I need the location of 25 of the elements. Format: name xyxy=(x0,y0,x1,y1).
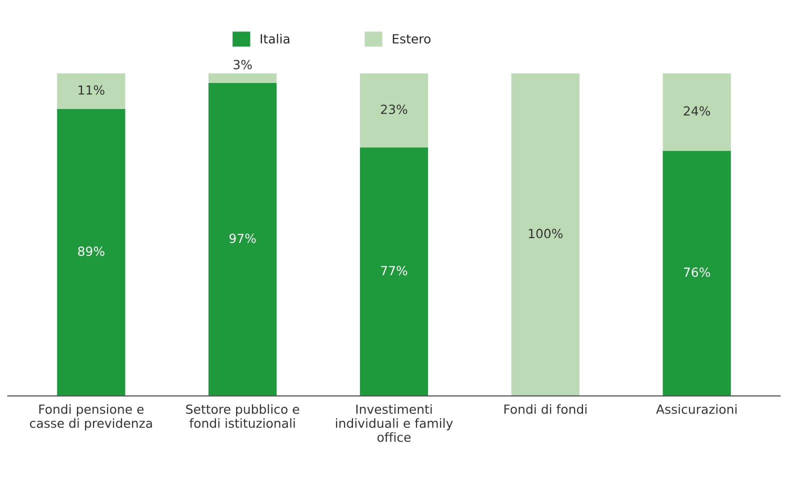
data-label: 23% xyxy=(381,104,408,114)
bar xyxy=(511,73,580,396)
bar xyxy=(662,150,731,396)
x-tick-label: Investimenti individuali e family office xyxy=(336,404,453,442)
bar xyxy=(662,73,731,151)
legend-label: Estero xyxy=(392,34,430,44)
bar xyxy=(208,83,277,396)
data-label: 89% xyxy=(78,246,104,256)
data-label: 77% xyxy=(381,266,408,276)
x-tick-label: Settore pubblico e fondi istituzionali xyxy=(186,404,300,428)
x-tick-label: Assicurazioni xyxy=(656,404,737,414)
legend-label: Italia xyxy=(260,34,290,44)
data-label: 3% xyxy=(234,60,252,70)
data-label: 24% xyxy=(684,106,710,116)
bar xyxy=(57,108,126,396)
data-label: 100% xyxy=(528,228,563,238)
bar xyxy=(208,73,277,84)
data-label: 76% xyxy=(684,268,710,277)
data-label: 97% xyxy=(229,234,256,244)
data-label: 11% xyxy=(78,85,104,95)
x-tick-label: Fondi di fondi xyxy=(504,404,586,414)
x-tick-label: Fondi pensione e casse di previdenza xyxy=(30,404,152,430)
bar xyxy=(360,73,428,148)
bar xyxy=(57,73,126,109)
bar xyxy=(360,148,428,396)
